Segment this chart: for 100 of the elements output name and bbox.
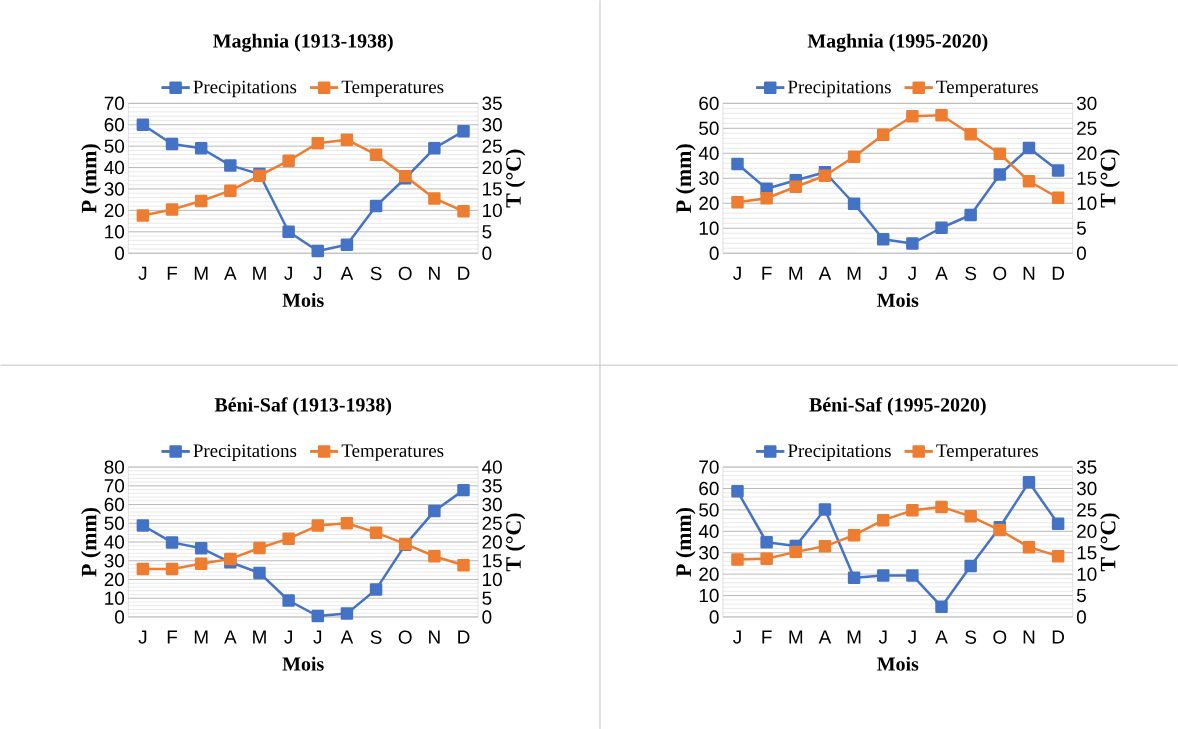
y2-tick-label: 25 [1077, 503, 1097, 517]
x-tick-label: J [907, 266, 916, 280]
y-axis-title: P (mm) [675, 507, 696, 577]
y2-tick-label: 25 [1077, 121, 1097, 135]
x-axis-title: Mois [877, 292, 919, 307]
y2-tick-label: 40 [482, 460, 502, 474]
y-tick-label: 10 [105, 591, 125, 605]
x-tick-label: M [253, 630, 266, 644]
y2-tick-label: 15 [1077, 171, 1097, 185]
y2-tick-label: 5 [482, 591, 492, 605]
x-tick-label: M [789, 266, 803, 280]
y2-axis-title: T (°C) [505, 149, 526, 208]
x-tick-label: J [284, 266, 292, 280]
chart-title: Maghnia (1913-1938) [213, 33, 393, 52]
x-tick-label: M [847, 266, 861, 280]
y2-tick-label: 10 [483, 203, 502, 217]
x-tick-label: J [733, 266, 741, 280]
y-tick-label: 50 [104, 516, 125, 530]
y2-tick-label: 15 [483, 554, 502, 568]
y2-tick-label: 20 [482, 535, 502, 549]
x-tick-label: J [878, 266, 887, 280]
y-tick-label: 50 [699, 121, 719, 135]
chart-title: Maghnia (1995-2020) [807, 33, 988, 52]
y2-tick-label: 0 [482, 246, 492, 260]
x-tick-label: D [458, 266, 470, 280]
x-tick-label: D [1052, 266, 1065, 280]
x-tick-label: N [429, 630, 440, 644]
y2-tick-label: 10 [1077, 567, 1097, 581]
x-tick-label: A [224, 266, 237, 280]
x-tick-label: J [878, 630, 887, 644]
x-tick-label: D [458, 630, 470, 644]
x-tick-label: S [965, 266, 977, 280]
y-axis-title: P (mm) [675, 144, 696, 213]
y2-tick-label: 15 [1077, 546, 1097, 560]
x-tick-label: M [194, 266, 208, 280]
legend-label: Temperatures [341, 444, 444, 461]
x-tick-label: J [733, 630, 741, 644]
y-tick-label: 30 [699, 171, 719, 185]
y-tick-label: 40 [104, 535, 125, 549]
chart-title: Béni-Saf (1995-2020) [809, 397, 986, 416]
y2-tick-label: 20 [482, 160, 502, 175]
x-tick-label: O [993, 630, 1007, 644]
x-tick-label: A [935, 630, 948, 644]
x-tick-label: S [965, 630, 977, 644]
y-tick-label: 80 [104, 460, 125, 474]
y2-tick-label: 5 [482, 225, 492, 239]
y2-tick-label: 0 [1076, 610, 1086, 624]
y2-tick-label: 10 [1077, 196, 1097, 210]
x-axis-title: Mois [282, 656, 324, 671]
x-tick-label: D [1052, 630, 1065, 644]
x-tick-label: J [907, 630, 916, 644]
x-tick-label: J [138, 266, 147, 280]
legend-label: Temperatures [936, 80, 1038, 97]
y-tick-label: 60 [699, 96, 719, 110]
x-tick-label: M [253, 266, 266, 280]
y-tick-label: 0 [709, 246, 719, 260]
x-tick-label: F [167, 266, 178, 280]
y2-tick-label: 30 [482, 117, 502, 132]
x-tick-label: S [370, 630, 382, 644]
x-tick-label: F [167, 630, 178, 644]
y-tick-label: 40 [698, 146, 719, 160]
y-tick-label: 0 [709, 610, 719, 624]
y-tick-label: 30 [104, 553, 125, 568]
legend-label: Temperatures [936, 444, 1038, 461]
x-tick-label: A [340, 630, 354, 644]
y-tick-label: 20 [104, 572, 125, 587]
x-tick-label: N [429, 266, 440, 280]
y-tick-label: 60 [699, 481, 719, 496]
y2-tick-label: 25 [482, 139, 502, 153]
chart-title: Béni-Saf (1913-1938) [214, 397, 392, 416]
x-tick-label: J [313, 266, 322, 280]
y-tick-label: 0 [115, 610, 125, 624]
y-tick-label: 70 [699, 460, 719, 474]
y-tick-label: 0 [115, 246, 125, 260]
y-axis-title: P (mm) [81, 144, 101, 213]
y-tick-label: 70 [104, 96, 125, 110]
y2-tick-label: 0 [1076, 246, 1086, 260]
x-tick-label: A [818, 266, 832, 280]
y2-tick-label: 35 [1076, 460, 1097, 474]
y-tick-label: 60 [104, 117, 125, 132]
y2-tick-label: 15 [483, 182, 502, 196]
x-tick-label: O [398, 266, 412, 280]
x-tick-label: O [993, 266, 1007, 280]
y-tick-label: 10 [105, 224, 125, 239]
x-tick-label: M [789, 630, 803, 644]
x-tick-label: A [935, 266, 948, 280]
y-tick-label: 70 [104, 478, 125, 493]
legend-label: Precipitations [788, 444, 891, 461]
y2-tick-label: 5 [1076, 588, 1086, 603]
x-axis-title: Mois [282, 292, 324, 307]
y2-tick-label: 10 [483, 572, 502, 587]
x-tick-label: F [762, 630, 772, 644]
x-tick-label: M [847, 630, 861, 644]
x-tick-label: J [284, 630, 292, 644]
y2-axis-title: T (°C) [505, 513, 526, 572]
y2-tick-label: 30 [1076, 96, 1097, 110]
y-tick-label: 50 [699, 503, 719, 517]
y-tick-label: 10 [699, 588, 719, 603]
x-tick-label: F [762, 266, 772, 280]
x-tick-label: M [194, 630, 208, 644]
